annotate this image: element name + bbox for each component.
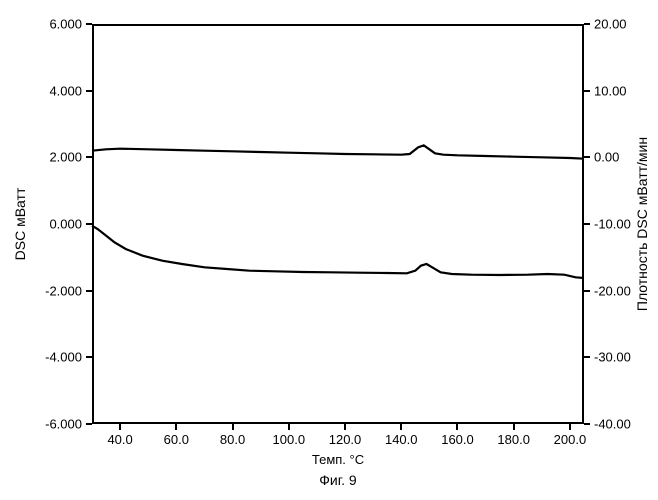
ytick-left: 2.000: [49, 150, 82, 165]
figure-container: { "plot": { "left": 92, "top": 24, "widt…: [0, 0, 658, 500]
ytick-left: 4.000: [49, 83, 82, 98]
xtick: 140.0: [385, 432, 418, 447]
tickmark: [584, 290, 590, 292]
ytick-right: -20.00: [594, 283, 631, 298]
ytick-right: -30.00: [594, 350, 631, 365]
tickmark: [86, 356, 92, 358]
y-axis-right-label: Плотность DSC мВатт/мин: [634, 137, 650, 311]
ytick-left: -2.000: [45, 283, 82, 298]
figure-caption: Фиг. 9: [319, 472, 356, 488]
ytick-right: 10.00: [594, 83, 627, 98]
xtick: 40.0: [107, 432, 132, 447]
ytick-right: -40.00: [594, 417, 631, 432]
x-axis-label: Темп. °C: [312, 452, 364, 467]
xtick: 120.0: [329, 432, 362, 447]
tickmark: [288, 424, 290, 430]
tickmark: [175, 424, 177, 430]
series-dsc: [92, 226, 584, 278]
tickmark: [584, 23, 590, 25]
tickmark: [400, 424, 402, 430]
xtick: 160.0: [441, 432, 474, 447]
tickmark: [86, 223, 92, 225]
ytick-left: 0.000: [49, 217, 82, 232]
xtick: 180.0: [497, 432, 530, 447]
tickmark: [119, 424, 121, 430]
tickmark: [584, 356, 590, 358]
tickmark: [584, 423, 590, 425]
ytick-left: 6.000: [49, 17, 82, 32]
tickmark: [86, 23, 92, 25]
tickmark: [584, 156, 590, 158]
ytick-right: -10.00: [594, 217, 631, 232]
tickmark: [232, 424, 234, 430]
series-dsc-density: [92, 145, 584, 158]
tickmark: [456, 424, 458, 430]
ytick-left: -6.000: [45, 417, 82, 432]
tickmark: [513, 424, 515, 430]
tickmark: [569, 424, 571, 430]
tickmark: [86, 423, 92, 425]
xtick: 200.0: [554, 432, 587, 447]
tickmark: [86, 156, 92, 158]
tickmark: [344, 424, 346, 430]
xtick: 80.0: [220, 432, 245, 447]
y-axis-left-label: DSC мВатт: [12, 188, 28, 261]
ytick-left: -4.000: [45, 350, 82, 365]
tickmark: [584, 223, 590, 225]
tickmark: [584, 90, 590, 92]
xtick: 60.0: [164, 432, 189, 447]
chart-curves: [0, 0, 658, 500]
ytick-right: 20.00: [594, 17, 627, 32]
tickmark: [86, 290, 92, 292]
xtick: 100.0: [273, 432, 306, 447]
tickmark: [86, 90, 92, 92]
ytick-right: 0.00: [594, 150, 619, 165]
